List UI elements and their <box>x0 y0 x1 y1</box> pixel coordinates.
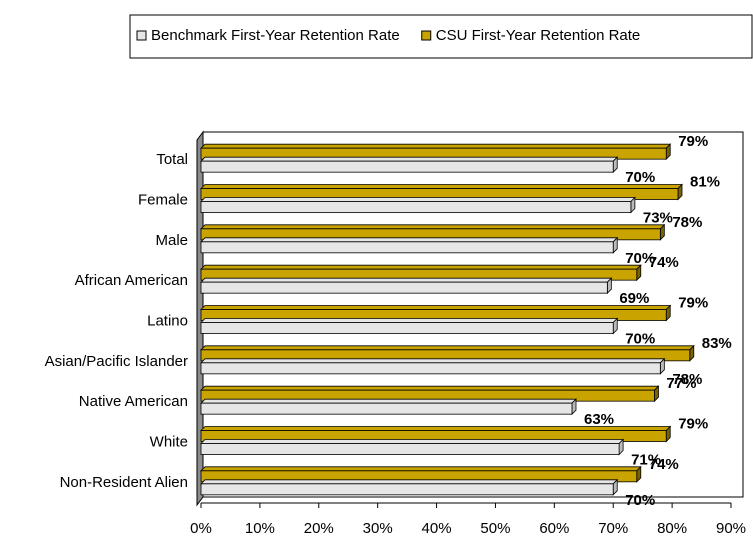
bar <box>200 317 619 335</box>
y-tick-label: Total <box>156 151 188 168</box>
bar <box>200 398 577 416</box>
y-tick-label: Latino <box>147 312 188 329</box>
y-tick-label: African American <box>75 272 188 289</box>
value-label: 79% <box>678 133 708 150</box>
value-label: 83% <box>702 335 732 352</box>
x-tick-label: 10% <box>245 520 275 537</box>
legend-label: Benchmark First-Year Retention Rate <box>151 27 400 44</box>
value-label: 63% <box>584 411 614 428</box>
value-label: 79% <box>678 294 708 311</box>
bar <box>200 438 625 456</box>
legend-swatch <box>421 30 432 41</box>
bar <box>200 236 619 254</box>
value-label: 69% <box>619 290 649 307</box>
x-tick-label: 20% <box>304 520 334 537</box>
value-label: 78% <box>672 214 702 231</box>
value-label: 71% <box>631 451 661 468</box>
bar <box>200 478 619 496</box>
value-label: 79% <box>678 415 708 432</box>
value-label: 77% <box>666 375 696 392</box>
value-label: 70% <box>625 250 655 267</box>
legend-label: CSU First-Year Retention Rate <box>436 27 641 44</box>
x-tick-label: 70% <box>598 520 628 537</box>
y-tick-label: White <box>150 433 188 450</box>
x-tick-label: 0% <box>190 520 212 537</box>
x-tick-label: 90% <box>716 520 746 537</box>
y-tick-label: Native American <box>79 393 188 410</box>
value-label: 70% <box>625 492 655 509</box>
value-label: 70% <box>625 330 655 347</box>
bar <box>200 277 613 295</box>
y-tick-label: Asian/Pacific Islander <box>45 353 188 370</box>
x-tick-label: 60% <box>539 520 569 537</box>
y-tick-label: Non-Resident Alien <box>60 474 188 491</box>
x-tick-label: 80% <box>657 520 687 537</box>
bar <box>200 143 672 161</box>
bar <box>200 304 672 322</box>
bar <box>200 196 636 214</box>
value-label: 73% <box>643 209 673 226</box>
x-tick-label: 30% <box>363 520 393 537</box>
bar <box>200 465 642 483</box>
bar <box>200 223 666 241</box>
y-tick-label: Female <box>138 191 188 208</box>
bar <box>200 357 666 375</box>
y-tick-label: Male <box>155 232 188 249</box>
value-label: 74% <box>649 254 679 271</box>
value-label: 74% <box>649 456 679 473</box>
bar <box>200 156 619 174</box>
value-label: 81% <box>690 173 720 190</box>
legend-box <box>129 14 753 59</box>
legend-swatch <box>136 30 147 41</box>
value-label: 78% <box>672 371 702 388</box>
value-label: 70% <box>625 169 655 186</box>
x-tick-label: 40% <box>422 520 452 537</box>
x-tick-label: 50% <box>480 520 510 537</box>
